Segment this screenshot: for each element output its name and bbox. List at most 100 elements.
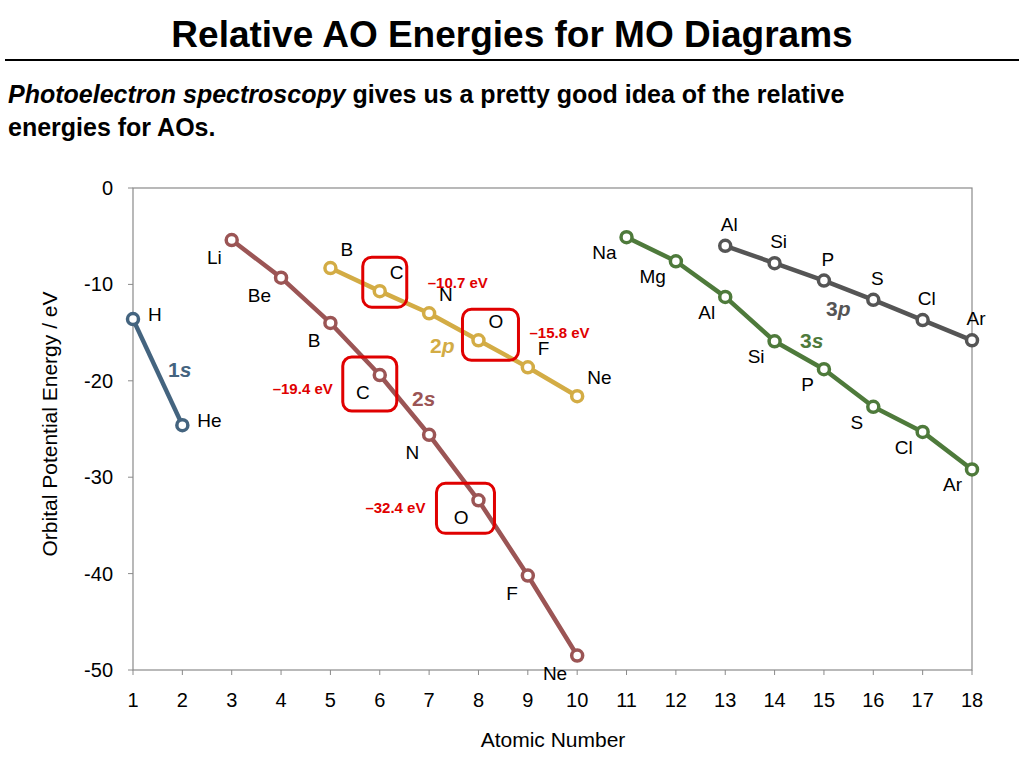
x-tick	[626, 670, 627, 675]
x-tick	[675, 670, 676, 675]
element-label: Si	[748, 346, 765, 367]
element-label: Si	[770, 231, 787, 252]
data-point	[374, 370, 385, 381]
data-point	[818, 364, 829, 375]
x-tick-label: 11	[616, 689, 637, 711]
annotation-box	[462, 309, 518, 360]
series-line	[627, 237, 972, 469]
annotation-label: –15.8 eV	[529, 324, 589, 341]
x-axis-label: Atomic Number	[481, 728, 626, 751]
labels: HHe1sLiBeBCNOFNe2sBCNOFNe2pNaMgAlSiPSClA…	[148, 214, 986, 684]
element-label: He	[197, 410, 221, 431]
series-name-part: 1	[168, 358, 180, 381]
y-tick-label: -50	[84, 659, 113, 681]
y-tick	[128, 284, 133, 285]
y-tick-label: -20	[84, 370, 113, 392]
x-tick	[823, 670, 824, 675]
annotation-box	[363, 257, 407, 307]
data-point	[325, 263, 336, 274]
x-tick-label: 5	[325, 689, 336, 711]
x-tick-label: 18	[961, 689, 983, 711]
x-tick	[478, 670, 479, 675]
series-line	[133, 319, 182, 425]
data-point	[226, 235, 237, 246]
x-tick-label: 8	[473, 689, 484, 711]
x-tick	[182, 670, 183, 675]
data-point	[917, 426, 928, 437]
element-label: P	[801, 374, 814, 395]
element-label: O	[454, 507, 469, 528]
x-tick	[231, 670, 232, 675]
annotation-box	[436, 483, 494, 533]
x-tick-label: 7	[424, 689, 435, 711]
data-point	[276, 272, 287, 283]
x-tick-label: 9	[522, 689, 533, 711]
data-point	[967, 464, 978, 475]
data-point	[720, 291, 731, 302]
element-label: P	[822, 249, 835, 270]
x-tick	[774, 670, 775, 675]
data-point	[720, 240, 731, 251]
x-tick-label: 2	[177, 689, 188, 711]
element-label: Al	[698, 302, 715, 323]
data-point	[868, 401, 879, 412]
element-label: Na	[592, 242, 617, 263]
element-label: Mg	[639, 266, 665, 287]
x-tick	[922, 670, 923, 675]
x-tick	[577, 670, 578, 675]
annotation-label: –19.4 eV	[273, 380, 333, 397]
x-tick-label: 6	[374, 689, 385, 711]
series-line	[725, 246, 972, 340]
data-point	[917, 315, 928, 326]
y-tick	[128, 573, 133, 574]
series-name-part: 2	[430, 334, 442, 357]
data-point	[621, 232, 632, 243]
data-point	[473, 335, 484, 346]
x-tick-label: 3	[226, 689, 237, 711]
data-point	[424, 429, 435, 440]
element-label: N	[405, 442, 419, 463]
element-label: O	[488, 311, 503, 332]
y-tick-label: -40	[84, 563, 113, 585]
subtitle-text: gives us a pretty good idea of the relat…	[346, 80, 845, 108]
y-tick	[128, 477, 133, 478]
series-name-part: 3	[826, 297, 838, 320]
element-label: F	[538, 338, 550, 359]
y-axis-label: Orbital Potential Energy / eV	[38, 292, 61, 557]
element-label: Al	[721, 214, 738, 235]
series-name-part: s	[180, 358, 192, 381]
x-tick-label: 15	[813, 689, 835, 711]
series-name: 3p	[826, 297, 851, 320]
series-name: 3s	[800, 329, 823, 352]
series-name-part: 3	[800, 329, 812, 352]
element-label: Ne	[587, 367, 611, 388]
data-point	[473, 495, 484, 506]
y-tick-label: 0	[102, 177, 113, 199]
x-tick	[725, 670, 726, 675]
data-point	[967, 335, 978, 346]
element-label: C	[390, 262, 404, 283]
element-label: Ar	[943, 474, 963, 495]
x-tick	[527, 670, 528, 675]
element-label: Ar	[967, 308, 987, 329]
data-point	[572, 391, 583, 402]
series-name: 2s	[412, 387, 435, 410]
x-tick-label: 12	[665, 689, 687, 711]
plot-frame	[133, 188, 972, 670]
x-tick-label: 13	[714, 689, 736, 711]
x-tick	[972, 670, 973, 675]
element-label: Ne	[543, 663, 567, 684]
title-rule	[5, 59, 1019, 61]
annotation-label: –10.7 eV	[428, 274, 488, 291]
y-tick	[128, 670, 133, 671]
data-point	[868, 294, 879, 305]
x-tick-label: 1	[127, 689, 138, 711]
series-name-part: s	[424, 387, 436, 410]
title: Relative AO Energies for MO Diagrams	[171, 14, 852, 55]
element-label: C	[356, 382, 370, 403]
element-label: F	[506, 583, 518, 604]
data-point	[177, 420, 188, 431]
element-label: Be	[248, 285, 271, 306]
plot-area	[128, 232, 978, 661]
y-tick	[128, 380, 133, 381]
